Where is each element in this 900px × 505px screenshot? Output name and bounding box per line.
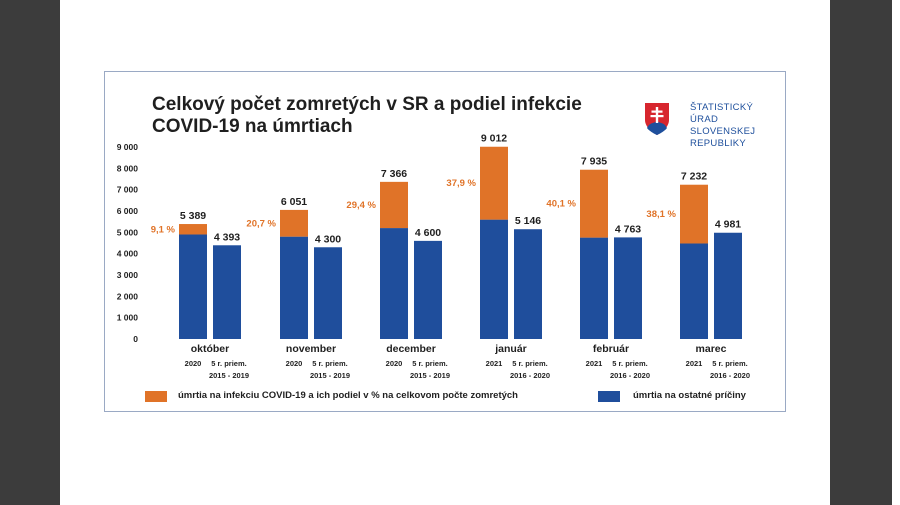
y-tick-label: 5 000: [117, 227, 139, 237]
bar-total-label: 9 012: [481, 133, 507, 145]
y-tick-label: 9 000: [117, 142, 139, 152]
bar-total-label: 4 300: [315, 233, 341, 245]
bar-other-causes: [614, 237, 642, 339]
bar-total-label: 4 393: [214, 231, 240, 243]
bar-covid-deaths: [480, 146, 508, 220]
y-tick-label: 0: [133, 334, 138, 344]
bar-category-label: 2015 - 2019: [410, 371, 450, 380]
bar-category-label: 2021: [586, 359, 603, 368]
bar-other-causes: [414, 240, 442, 339]
bar-category-label: 5 r. priem.: [612, 359, 647, 368]
window-edge: [830, 0, 900, 505]
bar-other-causes: [714, 232, 742, 339]
covid-share-label: 9,1 %: [151, 224, 176, 235]
y-tick-label: 3 000: [117, 270, 139, 280]
bar-category-label: 2021: [686, 359, 703, 368]
bar-total-label: 7 935: [581, 156, 607, 168]
bar-covid-deaths: [179, 224, 207, 235]
bar-total-label: 5 146: [515, 215, 541, 227]
bar-category-label: 2015 - 2019: [209, 371, 249, 380]
month-label: december: [386, 343, 436, 355]
bar-total-label: 4 763: [615, 223, 641, 235]
bar-other-causes: [179, 234, 207, 339]
y-tick-label: 6 000: [117, 206, 139, 216]
month-label: november: [286, 343, 336, 355]
y-tick-label: 8 000: [117, 163, 139, 173]
covid-share-label: 38,1 %: [646, 209, 676, 220]
slovak-coat-of-arms-icon: [645, 103, 669, 135]
bar-other-causes: [514, 229, 542, 339]
month-label: január: [494, 343, 527, 355]
bar-other-causes: [213, 245, 241, 339]
bar-other-causes: [680, 243, 708, 339]
bar-total-label: 7 232: [681, 171, 707, 183]
bar-covid-deaths: [280, 209, 308, 237]
legend-swatch-covid: [145, 391, 167, 402]
bar-category-label: 2020: [185, 359, 202, 368]
bar-category-label: 2016 - 2020: [510, 371, 550, 380]
legend-swatch-other: [598, 391, 620, 402]
bar-other-causes: [480, 219, 508, 339]
bar-category-label: 5 r. priem.: [312, 359, 347, 368]
month-label: marec: [696, 343, 727, 355]
bar-covid-deaths: [680, 184, 708, 244]
bar-category-label: 5 r. priem.: [712, 359, 747, 368]
bar-covid-deaths: [580, 169, 608, 238]
bar-total-label: 7 366: [381, 168, 407, 180]
bar-category-label: 2021: [486, 359, 503, 368]
y-tick-label: 1 000: [117, 313, 139, 323]
bar-total-label: 4 600: [415, 227, 441, 239]
bar-total-label: 5 389: [180, 210, 206, 222]
bar-total-label: 6 051: [281, 196, 307, 208]
bar-other-causes: [280, 236, 308, 339]
y-tick-label: 7 000: [117, 185, 139, 195]
bar-category-label: 5 r. priem.: [211, 359, 246, 368]
covid-share-label: 29,4 %: [346, 200, 376, 211]
bar-other-causes: [314, 247, 342, 339]
bar-category-label: 2020: [286, 359, 303, 368]
legend-label-covid: úmrtia na infekciu COVID-19 a ich podiel…: [178, 390, 518, 401]
y-tick-label: 4 000: [117, 249, 139, 259]
bar-other-causes: [380, 228, 408, 339]
statistical-office-logo-text: ŠTATISTICKÝ ÚRAD SLOVENSKEJ REPUBLIKY: [690, 102, 756, 149]
bar-category-label: 5 r. priem.: [512, 359, 547, 368]
bar-category-label: 2016 - 2020: [610, 371, 650, 380]
bar-category-label: 5 r. priem.: [412, 359, 447, 368]
covid-share-label: 20,7 %: [246, 218, 276, 229]
covid-share-label: 40,1 %: [546, 199, 576, 210]
y-tick-label: 2 000: [117, 291, 139, 301]
legend-label-other: úmrtia na ostatné príčiny: [633, 390, 746, 401]
bar-category-label: 2016 - 2020: [710, 371, 750, 380]
chart-title: Celkový počet zomretých v SR a podiel in…: [152, 94, 582, 137]
month-label: október: [191, 343, 230, 355]
bar-total-label: 4 981: [715, 219, 741, 231]
month-label: február: [593, 343, 629, 355]
bar-other-causes: [580, 237, 608, 339]
bar-covid-deaths: [380, 181, 408, 229]
bar-category-label: 2020: [386, 359, 403, 368]
covid-share-label: 37,9 %: [446, 178, 476, 189]
bar-category-label: 2015 - 2019: [310, 371, 350, 380]
chart-slide: [104, 71, 786, 412]
